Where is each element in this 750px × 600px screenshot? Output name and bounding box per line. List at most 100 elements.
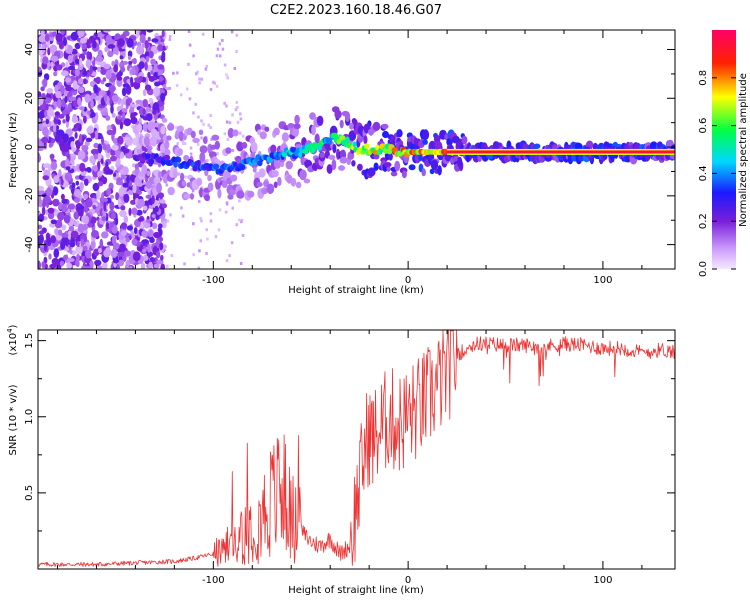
ridge-halo <box>143 136 150 147</box>
noise-speckle <box>38 224 43 230</box>
noise-speckle <box>38 195 42 203</box>
noise-speckle <box>120 205 126 211</box>
noise-speckle <box>225 201 229 205</box>
noise-speckle <box>120 66 126 73</box>
ridge-halo <box>156 182 162 194</box>
noise-speckle <box>56 64 63 71</box>
noise-speckle <box>168 35 172 39</box>
x-tick-label: -100 <box>202 275 225 286</box>
noise-speckle <box>133 227 138 235</box>
ridge-halo <box>334 109 342 119</box>
ridge-halo <box>388 152 393 161</box>
ridge-halo <box>273 127 280 136</box>
noise-speckle <box>120 222 128 230</box>
noise-speckle <box>69 241 76 248</box>
ridge-halo <box>351 160 356 167</box>
noise-speckle <box>93 153 98 160</box>
noise-speckle <box>128 207 132 216</box>
noise-speckle <box>62 119 66 124</box>
ridge-core <box>255 154 261 161</box>
noise-speckle <box>65 246 70 252</box>
noise-speckle <box>101 263 107 269</box>
noise-speckle <box>175 126 178 130</box>
noise-speckle <box>240 220 243 224</box>
noise-speckle <box>54 228 59 236</box>
noise-speckle <box>242 134 245 138</box>
noise-speckle <box>38 118 41 124</box>
noise-speckle <box>44 33 50 42</box>
noise-speckle <box>110 248 118 258</box>
noise-speckle <box>93 84 99 94</box>
noise-speckle <box>223 63 227 67</box>
ridge-halo <box>396 129 403 138</box>
noise-speckle <box>157 44 163 52</box>
y-tick-label: 1.5 <box>24 333 35 349</box>
frequency-ridge <box>132 106 675 202</box>
noise-speckle <box>166 219 169 223</box>
ridge-halo <box>316 115 324 127</box>
noise-speckle <box>119 169 124 175</box>
noise-speckle <box>147 71 151 79</box>
ridge-halo <box>261 187 268 195</box>
noise-speckle <box>238 218 241 222</box>
noise-speckle <box>187 30 191 33</box>
noise-speckle <box>50 61 54 69</box>
noise-speckle <box>120 34 127 40</box>
noise-speckle <box>184 175 187 179</box>
noise-speckle <box>223 101 226 105</box>
noise-speckle <box>46 88 53 94</box>
noise-speckle <box>239 112 242 116</box>
noise-speckle <box>59 137 63 145</box>
ridge-halo <box>241 142 248 149</box>
noise-speckle <box>144 84 152 91</box>
noise-speckle <box>63 254 68 261</box>
ridge-halo <box>250 152 256 159</box>
noise-speckle <box>225 259 229 263</box>
noise-speckle <box>122 112 126 119</box>
noise-speckle <box>155 250 161 259</box>
ridge-halo <box>299 169 307 181</box>
noise-speckle <box>147 244 151 253</box>
noise-speckle <box>159 199 166 204</box>
ridge-halo <box>252 166 257 173</box>
noise-speckle <box>54 111 61 117</box>
noise-speckle <box>46 237 52 247</box>
noise-speckle <box>162 203 167 209</box>
noise-speckle <box>38 66 42 72</box>
ridge-halo <box>166 135 172 141</box>
noise-speckle <box>192 54 195 58</box>
noise-speckle <box>142 205 148 211</box>
noise-speckle <box>119 55 124 60</box>
noise-speckle <box>105 222 110 230</box>
noise-speckle <box>50 138 56 144</box>
noise-speckle <box>48 142 53 148</box>
noise-speckle <box>87 197 92 203</box>
noise-speckle <box>42 56 49 65</box>
noise-speckle <box>89 65 93 75</box>
noise-speckle <box>230 30 234 34</box>
noise-speckle <box>196 70 199 74</box>
noise-speckle <box>192 222 195 226</box>
colorbar-ticks: 0.0 0.2 0.4 0.6 0.8 <box>698 70 736 277</box>
ridge-core <box>163 154 171 161</box>
noise-speckle <box>125 139 133 146</box>
ridge-halo <box>207 182 214 192</box>
noise-speckle <box>161 220 167 229</box>
noise-speckle <box>137 198 146 208</box>
noise-speckle <box>61 203 69 213</box>
noise-speckle <box>122 182 129 188</box>
noise-speckle <box>86 126 94 134</box>
noise-speckle <box>78 208 84 217</box>
noise-speckle <box>159 242 164 251</box>
noise-speckle <box>84 140 90 147</box>
noise-speckle <box>166 264 169 268</box>
noise-speckle <box>77 30 85 38</box>
noise-speckle <box>159 75 164 82</box>
noise-speckle <box>148 50 154 59</box>
noise-speckle <box>131 207 138 215</box>
noise-speckle <box>157 192 165 199</box>
noise-speckle <box>192 253 195 257</box>
colorbar: 0.0 0.2 0.4 0.6 0.8 Normalized spectral ampl… <box>698 30 749 277</box>
ridge-halo <box>344 111 351 122</box>
noise-speckle <box>195 72 198 76</box>
